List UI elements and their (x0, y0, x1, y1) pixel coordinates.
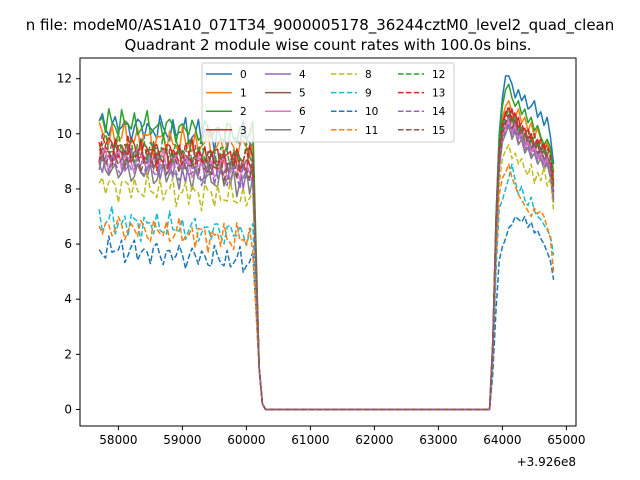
legend-label-8: 8 (365, 69, 372, 81)
legend-label-3: 3 (240, 125, 247, 137)
legend-label-5: 5 (299, 88, 306, 100)
legend-label-9: 9 (365, 88, 372, 100)
x-axis-ticks: 58000 59000 60000 61000 62000 63000 64000 65000 (99, 426, 585, 447)
axes-frame (79, 57, 577, 427)
legend-label-14: 14 (432, 106, 446, 118)
x-axis-offset-label: +3.926e8 (517, 455, 576, 469)
y-tick-label: 12 (57, 72, 72, 86)
y-tick-label: 10 (57, 127, 72, 141)
legend-label-12: 12 (432, 69, 445, 81)
series-line-14 (98, 122, 555, 411)
y-tick-label: 8 (64, 182, 72, 196)
chart-title: Quadrant 2 module wise count rates with … (124, 36, 531, 54)
legend-label-10: 10 (365, 106, 378, 118)
x-tick-label: 64000 (483, 433, 521, 447)
series-line-15 (98, 113, 555, 411)
plot-area: 58000 59000 60000 61000 62000 63000 64000 65000… (57, 57, 585, 469)
legend-label-1: 1 (240, 88, 247, 100)
x-tick-label: 62000 (355, 433, 393, 447)
legend-label-0: 0 (240, 69, 247, 81)
series-line-10 (98, 215, 555, 411)
legend-label-13: 13 (432, 88, 445, 100)
legend-label-2: 2 (240, 106, 247, 118)
legend-box (201, 62, 455, 143)
legend-label-15: 15 (432, 125, 445, 137)
legend-label-11: 11 (365, 125, 378, 137)
x-tick-label: 58000 (99, 433, 137, 447)
series-line-8 (98, 144, 555, 411)
x-tick-label: 60000 (227, 433, 265, 447)
series-line-13 (98, 105, 555, 411)
figure-suptitle: n file: modeM0/AS1A10_071T34_9000005178_… (26, 16, 615, 35)
x-tick-label: 63000 (419, 433, 457, 447)
y-tick-label: 0 (64, 402, 72, 416)
y-tick-label: 6 (64, 237, 72, 251)
x-tick-label: 65000 (547, 433, 585, 447)
x-tick-label: 59000 (163, 433, 201, 447)
legend-label-4: 4 (299, 69, 306, 81)
y-tick-label: 4 (64, 292, 72, 306)
series-line-9 (98, 163, 555, 411)
series-line-11 (98, 163, 555, 411)
x-tick-label: 61000 (291, 433, 329, 447)
legend-label-7: 7 (299, 125, 306, 137)
legend-label-6: 6 (299, 106, 306, 118)
y-tick-label: 2 (64, 347, 72, 361)
y-axis-ticks: 0 2 4 6 8 10 12 (57, 72, 80, 416)
series-line-12 (99, 108, 555, 411)
